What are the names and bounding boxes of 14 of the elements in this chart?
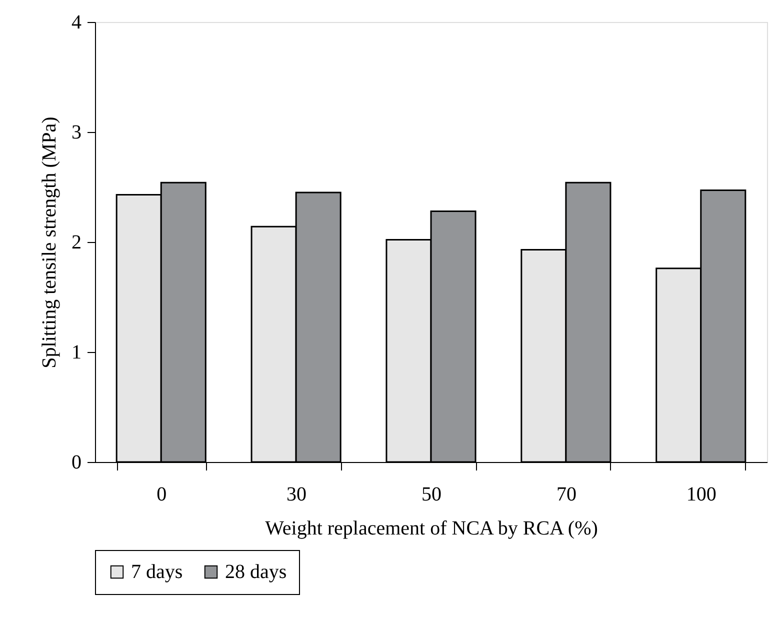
y-tick-label: 0 (72, 452, 82, 474)
y-tick-label: 1 (72, 342, 82, 364)
y-tick-label: 2 (72, 232, 82, 254)
x-tick-label: 30 (286, 484, 307, 506)
x-tick-label: 0 (156, 484, 167, 506)
y-tick-label: 4 (72, 12, 82, 34)
legend-label: 28 days (225, 561, 287, 583)
legend-label: 7 days (131, 561, 183, 583)
y-tick-label: 3 (72, 122, 82, 144)
x-tick-label: 50 (422, 484, 442, 506)
x-axis-title: Weight replacement of NCA by RCA (%) (265, 518, 598, 540)
x-tick-label: 70 (556, 484, 576, 506)
x-tick-label: 100 (686, 484, 716, 506)
y-axis-title: Splitting tensile strength (MPa) (38, 116, 60, 368)
